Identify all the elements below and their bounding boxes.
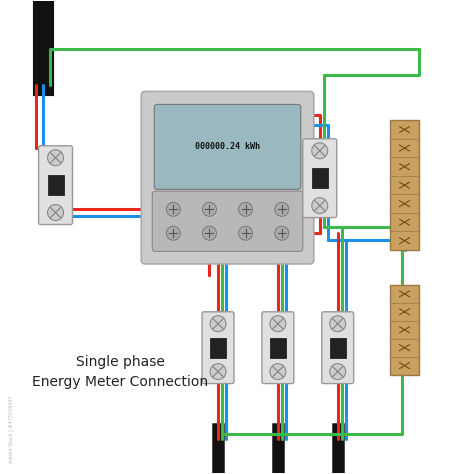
Circle shape [210, 316, 226, 332]
Circle shape [275, 202, 289, 216]
Circle shape [47, 150, 64, 166]
Circle shape [202, 226, 217, 240]
Circle shape [166, 226, 180, 240]
Text: 000000.24 kWh: 000000.24 kWh [195, 142, 260, 151]
FancyBboxPatch shape [141, 91, 314, 264]
Bar [390, 120, 419, 250]
Circle shape [312, 198, 328, 214]
FancyBboxPatch shape [303, 139, 337, 218]
Circle shape [166, 202, 180, 216]
FancyBboxPatch shape [202, 312, 234, 383]
Text: Single phase: Single phase [76, 355, 165, 369]
Circle shape [238, 202, 253, 216]
Circle shape [270, 364, 286, 380]
Text: Energy Meter Connection: Energy Meter Connection [32, 374, 209, 389]
Bar [312, 168, 328, 188]
Circle shape [330, 316, 346, 332]
Circle shape [275, 226, 289, 240]
FancyBboxPatch shape [154, 104, 301, 189]
Bar [47, 175, 64, 195]
Bar [330, 337, 346, 358]
FancyBboxPatch shape [322, 312, 354, 383]
FancyBboxPatch shape [38, 146, 73, 225]
Circle shape [330, 364, 346, 380]
Circle shape [47, 205, 64, 220]
Text: Adobe Stock | #475558407: Adobe Stock | #475558407 [9, 396, 14, 463]
Circle shape [202, 202, 217, 216]
FancyBboxPatch shape [262, 312, 294, 383]
Circle shape [312, 143, 328, 159]
FancyBboxPatch shape [152, 191, 303, 251]
Bar [390, 285, 419, 374]
Circle shape [210, 364, 226, 380]
Bar [270, 337, 286, 358]
Circle shape [270, 316, 286, 332]
Bar [210, 337, 226, 358]
Circle shape [238, 226, 253, 240]
